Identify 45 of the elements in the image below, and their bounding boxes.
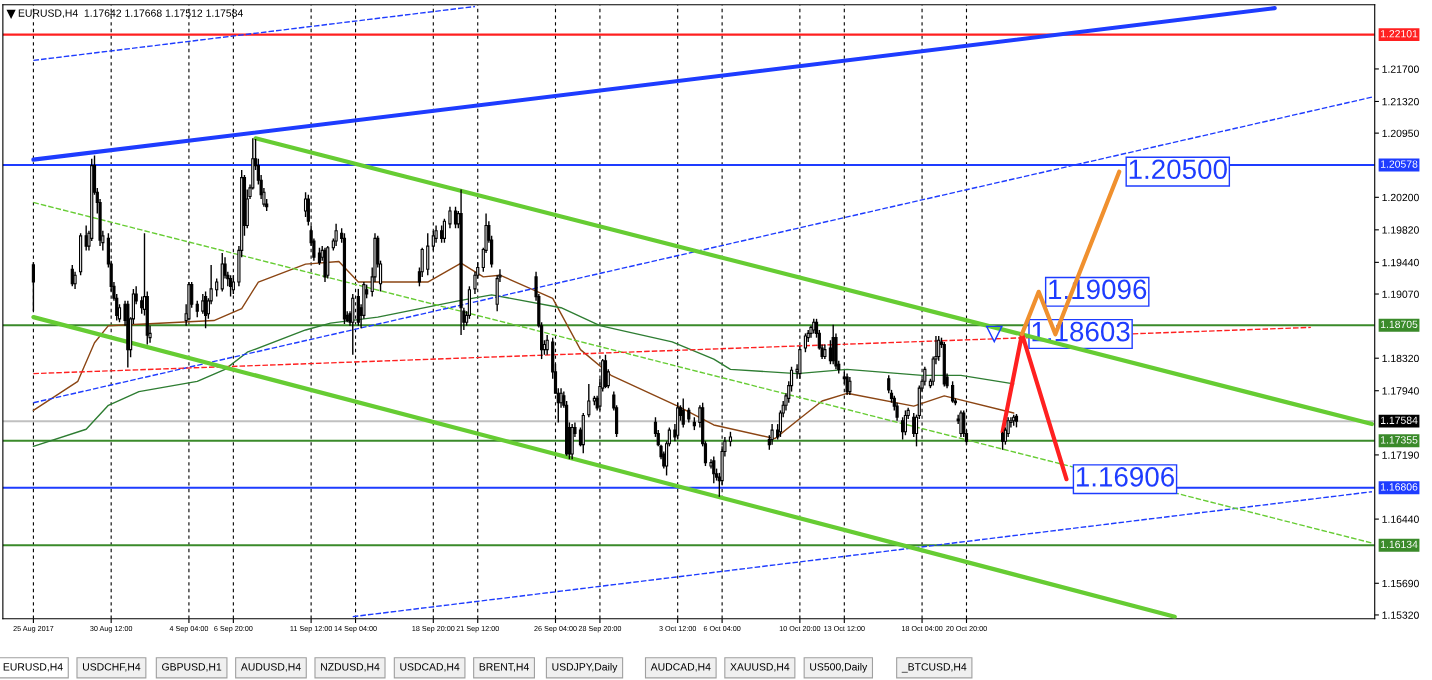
text: USDJPY,Daily bbox=[552, 662, 618, 673]
ref-line-label: 1.22101 bbox=[1381, 30, 1418, 38]
y-tick-label: 1.17190 bbox=[1382, 451, 1419, 459]
y-tick-label: 1.17940 bbox=[1382, 387, 1419, 395]
y-tick-label: 1.19070 bbox=[1382, 290, 1419, 298]
candlestick bbox=[959, 409, 963, 438]
text: NZDUSD,H4 bbox=[321, 663, 380, 672]
text: EURUSD,H4 bbox=[3, 663, 63, 672]
candlestick bbox=[448, 206, 452, 229]
text: US500,Daily bbox=[810, 662, 868, 673]
candlestick bbox=[770, 423, 774, 446]
candlestick bbox=[303, 191, 308, 218]
text: XAUUSD,H4 bbox=[730, 663, 790, 672]
y-tick-label: 1.19820 bbox=[1382, 226, 1419, 234]
text: AUDCAD,H4 bbox=[650, 663, 711, 672]
y-tick-label: 1.15320 bbox=[1382, 611, 1419, 619]
y-tick-label: 1.21700 bbox=[1382, 65, 1419, 73]
text: GBPUSD,H1 bbox=[162, 663, 222, 672]
ref-line-label: 1.20578 bbox=[1381, 160, 1418, 168]
y-tick-label: 1.15690 bbox=[1382, 579, 1419, 588]
candlestick bbox=[334, 223, 338, 247]
y-tick-label: 1.21320 bbox=[1382, 97, 1419, 106]
candlestick bbox=[587, 383, 591, 418]
candlestick bbox=[912, 412, 916, 438]
y-tick-label: 1.20950 bbox=[1382, 129, 1419, 138]
line-series bbox=[32, 260, 1015, 440]
text: USDCHF,H4 bbox=[83, 663, 141, 672]
annotation: 1.16906 bbox=[1076, 467, 1174, 487]
annotation: 1.20500 bbox=[1129, 159, 1227, 180]
ref-line-label: 1.17584 bbox=[1381, 416, 1418, 424]
text: USDCAD,H4 bbox=[400, 663, 460, 672]
y-tick-label: 1.16440 bbox=[1382, 515, 1419, 523]
ref-line-label: 1.17355 bbox=[1381, 436, 1418, 444]
text: AUDUSD,H4 bbox=[240, 663, 301, 672]
ref-line-label: 1.16134 bbox=[1381, 540, 1418, 549]
text: BRENT,H4 bbox=[479, 663, 529, 672]
y-tick-label: 1.20200 bbox=[1382, 193, 1419, 202]
ref-line-label: 1.16806 bbox=[1381, 483, 1418, 491]
y-tick-label: 1.19440 bbox=[1382, 258, 1419, 267]
candlestick bbox=[426, 232, 430, 276]
y-tick-label: 1.18320 bbox=[1382, 354, 1419, 363]
candlestick bbox=[84, 224, 88, 252]
chart-title: EURUSD,H4 1.17642 1.17668 1.17512 1.17584 bbox=[18, 9, 243, 18]
text: _BTCUSD,H4 bbox=[901, 663, 967, 673]
ref-line-label: 1.18705 bbox=[1381, 320, 1418, 329]
